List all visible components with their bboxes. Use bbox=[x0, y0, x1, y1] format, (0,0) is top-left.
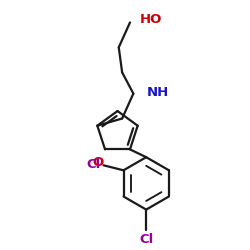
Text: Cl: Cl bbox=[139, 233, 153, 246]
Text: Cl: Cl bbox=[87, 158, 101, 170]
Text: HO: HO bbox=[140, 14, 162, 26]
Text: NH: NH bbox=[147, 86, 169, 99]
Text: O: O bbox=[92, 156, 103, 169]
